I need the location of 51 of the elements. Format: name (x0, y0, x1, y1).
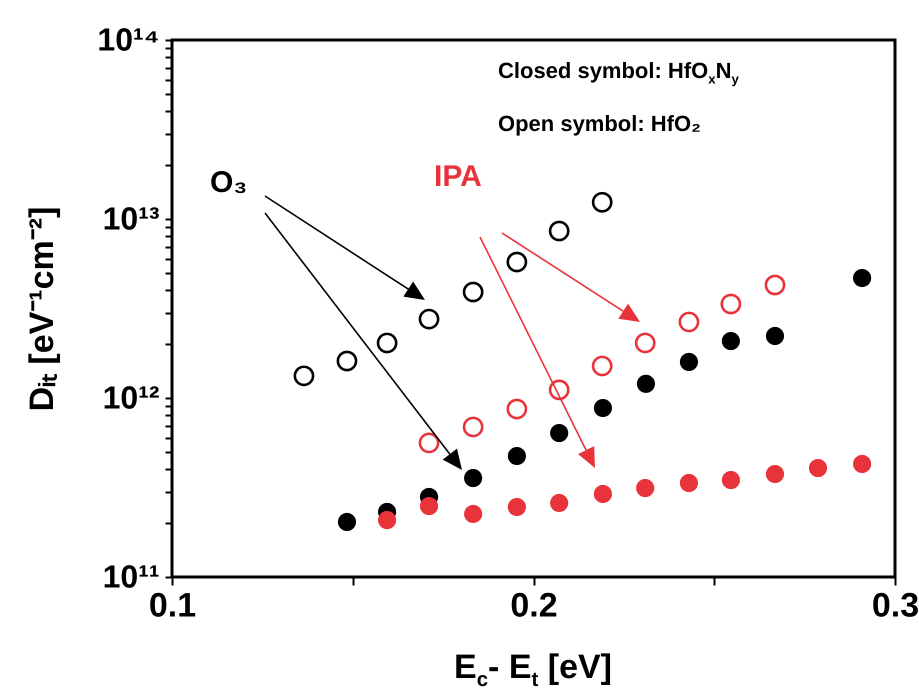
y-tick-label: 10¹² (102, 380, 160, 416)
point (464, 469, 482, 488)
point (508, 498, 526, 516)
point (550, 424, 568, 442)
point (680, 352, 698, 372)
point (766, 464, 784, 484)
x-tick-label: 0.2 (510, 586, 558, 624)
point (508, 446, 526, 466)
point (853, 268, 872, 288)
point (720, 294, 742, 314)
point (462, 282, 484, 302)
annotation: Closed symbol: HfO$_{x}$N$_{y}$ (498, 58, 739, 86)
point (294, 365, 314, 386)
point (376, 332, 398, 354)
annotation: Open symbol: HfO₂ (498, 111, 701, 137)
point (594, 484, 612, 504)
y-axis-title: Dᵢₜ [eV⁻¹cm⁻²] (22, 206, 62, 412)
point (636, 478, 654, 498)
point (634, 332, 656, 354)
point (592, 356, 613, 376)
point (548, 380, 570, 400)
point (722, 470, 740, 490)
point (550, 494, 568, 512)
point (338, 512, 356, 532)
point (766, 326, 784, 346)
x-tick-label: 0.1 (148, 586, 196, 624)
point (722, 332, 740, 350)
y-tick-label: 10¹⁴ (97, 22, 160, 58)
point (808, 459, 828, 478)
point (678, 312, 700, 332)
point (336, 350, 358, 372)
point (418, 308, 440, 330)
point (594, 398, 612, 418)
point (636, 374, 656, 393)
point (853, 454, 872, 474)
annotation: O₃ (210, 166, 248, 200)
point (378, 511, 396, 530)
point (548, 220, 570, 242)
x-axis-title: E$_{c}$- E$_{t}$ [eV] (454, 648, 612, 692)
annotation: IPA (434, 160, 482, 194)
point (420, 497, 438, 516)
point (680, 474, 698, 492)
point (462, 416, 484, 438)
y-tick-label: 10¹³ (102, 200, 160, 236)
x-tick-label: 0.3 (872, 586, 919, 624)
point (592, 192, 613, 213)
point (764, 274, 786, 296)
point (506, 398, 528, 420)
point (418, 432, 440, 454)
point (464, 504, 482, 524)
point (506, 252, 528, 272)
